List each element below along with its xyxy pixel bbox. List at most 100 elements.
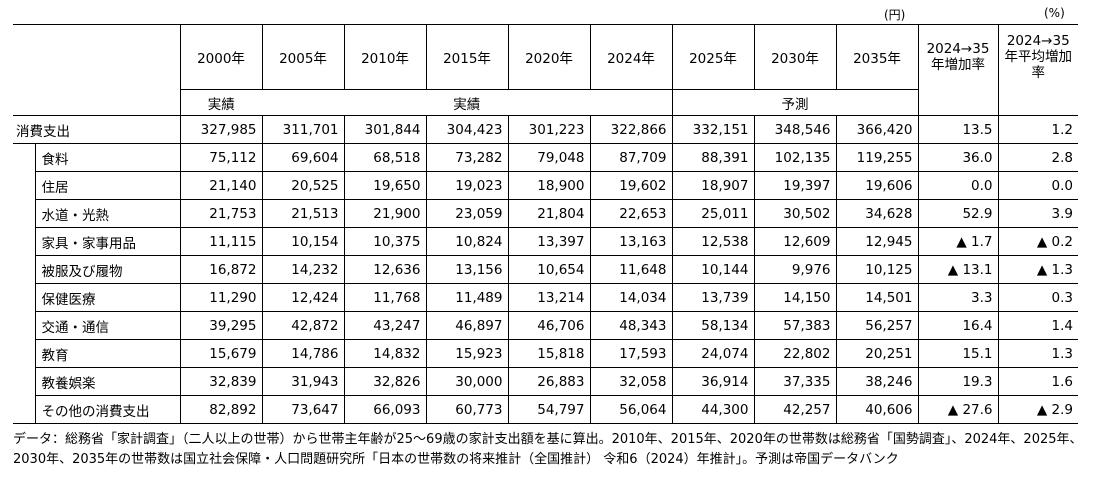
col-header-2020: 2020年 xyxy=(507,24,590,90)
row-label: その他の消費支出 xyxy=(34,395,180,424)
table-cell: 14,501 xyxy=(835,283,918,312)
table-cell: 21,900 xyxy=(343,199,426,228)
table-cell: 58,134 xyxy=(671,311,754,340)
table-cell: 73,282 xyxy=(425,143,508,172)
table-cell: ▲ 2.9 xyxy=(997,395,1078,424)
table-cell: 15,923 xyxy=(425,339,508,368)
col-header-2035: 2035年 xyxy=(835,24,918,90)
table-cell: 301,223 xyxy=(507,115,590,144)
table-cell: 10,144 xyxy=(671,255,754,284)
col-header-2010: 2010年 xyxy=(343,24,426,90)
table-row: 教育 15,679 14,786 14,832 15,923 15,818 17,593 24… xyxy=(13,339,1078,368)
table-cell: 19,650 xyxy=(343,171,426,200)
row-label: 家具・家事用品 xyxy=(34,227,180,256)
group-avg-blank xyxy=(997,89,1078,116)
table-cell: 22,802 xyxy=(753,339,836,368)
table-cell: 3.9 xyxy=(997,199,1078,228)
table-cell: 14,150 xyxy=(753,283,836,312)
table-cell: 38,246 xyxy=(835,367,918,396)
table-cell: 52.9 xyxy=(917,199,998,228)
table-cell: 17,593 xyxy=(589,339,672,368)
table-cell: 19.3 xyxy=(917,367,998,396)
col-header-avg-growth-rate: 2024→35年平均増加率 xyxy=(997,24,1078,90)
table-cell: 57,383 xyxy=(753,311,836,340)
table-cell: 39,295 xyxy=(179,311,262,340)
table-cell: 14,786 xyxy=(261,339,344,368)
table-cell: 19,606 xyxy=(835,171,918,200)
table-cell: 43,247 xyxy=(343,311,426,340)
table-row: その他の消費支出 82,892 73,647 66,093 60,773 54,797 56… xyxy=(13,395,1078,424)
table-cell: 0.0 xyxy=(997,171,1078,200)
table-row: 家具・家事用品 11,115 10,154 10,375 10,824 13,397 13,… xyxy=(13,227,1078,256)
group-forecast: 予測 xyxy=(671,89,918,116)
group-actual-right: 実績 xyxy=(262,89,672,116)
table-row: 水道・光熱 21,753 21,513 21,900 23,059 21,804 22,65… xyxy=(13,199,1078,228)
row-label: 水道・光熱 xyxy=(34,199,180,228)
table-cell: 14,232 xyxy=(261,255,344,284)
table-cell: 18,900 xyxy=(507,171,590,200)
table-cell: 12,945 xyxy=(835,227,918,256)
table-cell: 1.3 xyxy=(997,339,1078,368)
row-indent xyxy=(13,284,35,312)
table-cell: 68,518 xyxy=(343,143,426,172)
table-cell: 15,679 xyxy=(179,339,262,368)
row-indent xyxy=(13,228,35,256)
col-header-2000: 2000年 xyxy=(179,24,262,90)
table-cell: 66,093 xyxy=(343,395,426,424)
table-cell: 46,897 xyxy=(425,311,508,340)
table-row: 住居 21,140 20,525 19,650 19,023 18,900 19,602 18… xyxy=(13,171,1078,200)
table-cell: 311,701 xyxy=(261,115,344,144)
table-row: 教養娯楽 32,839 31,943 32,826 30,000 26,883 32,058… xyxy=(13,367,1078,396)
table-cell: 23,059 xyxy=(425,199,508,228)
table-cell: 301,844 xyxy=(343,115,426,144)
table-cell: 21,753 xyxy=(179,199,262,228)
table-cell: 56,257 xyxy=(835,311,918,340)
table-cell: 10,154 xyxy=(261,227,344,256)
table-cell: 54,797 xyxy=(507,395,590,424)
table-cell: ▲ 27.6 xyxy=(917,395,998,424)
table-cell: 34,628 xyxy=(835,199,918,228)
row-label: 被服及び履物 xyxy=(34,255,180,284)
table-cell: 79,048 xyxy=(507,143,590,172)
col-header-2025: 2025年 xyxy=(671,24,754,90)
table-cell: 20,525 xyxy=(261,171,344,200)
table-cell: 13,156 xyxy=(425,255,508,284)
row-label: 住居 xyxy=(34,171,180,200)
table-cell: 60,773 xyxy=(425,395,508,424)
table-cell: 42,257 xyxy=(753,395,836,424)
table-cell: 15.1 xyxy=(917,339,998,368)
row-indent xyxy=(13,395,35,424)
table-row: 保健医療 11,290 12,424 11,768 11,489 13,214 14,034… xyxy=(13,283,1078,312)
row-indent xyxy=(13,172,35,200)
table-cell: 22,653 xyxy=(589,199,672,228)
table-cell: 1.2 xyxy=(997,115,1078,144)
table-cell: 56,064 xyxy=(589,395,672,424)
table-row: 交通・通信 39,295 42,872 43,247 46,897 46,706 48,34… xyxy=(13,311,1078,340)
group-header-row: 実績 実績 予測 xyxy=(13,89,1078,116)
table-cell: 348,546 xyxy=(753,115,836,144)
table-cell: 11,115 xyxy=(179,227,262,256)
table-cell: 10,654 xyxy=(507,255,590,284)
table-row: 被服及び履物 16,872 14,232 12,636 13,156 10,654 11,6… xyxy=(13,255,1078,284)
table-cell: 14,034 xyxy=(589,283,672,312)
row-label: 消費支出 xyxy=(13,115,180,144)
table-cell: 31,943 xyxy=(261,367,344,396)
table-cell: 102,135 xyxy=(753,143,836,172)
table-cell: 10,824 xyxy=(425,227,508,256)
row-label: 食料 xyxy=(34,143,180,172)
table-cell: 11,290 xyxy=(179,283,262,312)
table-cell: 10,375 xyxy=(343,227,426,256)
header-corner xyxy=(13,24,180,116)
table-cell: 2.8 xyxy=(997,143,1078,172)
row-label: 教養娯楽 xyxy=(34,367,180,396)
table-cell: 36.0 xyxy=(917,143,998,172)
row-label: 保健医療 xyxy=(34,283,180,312)
table-cell: 0.0 xyxy=(917,171,998,200)
table-cell: 88,391 xyxy=(671,143,754,172)
table-cell: 73,647 xyxy=(261,395,344,424)
table-cell: ▲ 13.1 xyxy=(917,255,998,284)
table-cell: 10,125 xyxy=(835,255,918,284)
row-indent xyxy=(13,256,35,284)
table-cell: 15,818 xyxy=(507,339,590,368)
table-cell: 30,502 xyxy=(753,199,836,228)
